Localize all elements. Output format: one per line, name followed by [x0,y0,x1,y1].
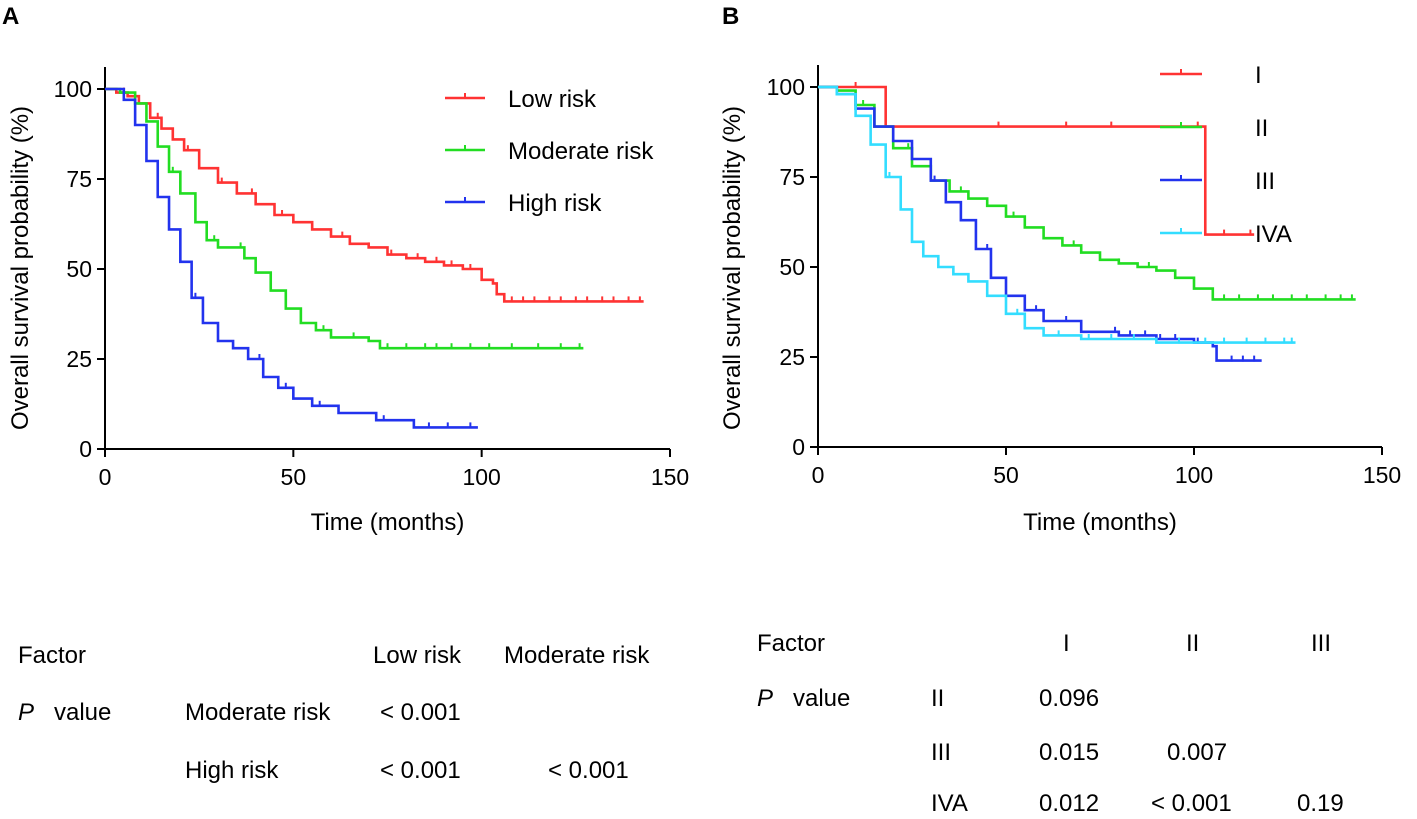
y-tick-label: 0 [792,434,805,460]
y-tick-label: 75 [779,164,805,190]
table-b-factor-label: Factor [757,630,825,657]
table-b-cell: 0.007 [1167,739,1227,766]
y-tick-label: 50 [779,254,805,280]
y-tick-label: 50 [66,256,92,282]
x-axis-title: Time (months) [311,509,465,536]
table-b-cell: 0.19 [1297,790,1344,817]
x-tick-label: 50 [993,462,1019,488]
survival-curve-ii [818,85,1356,301]
y-tick-label: 25 [66,346,92,372]
y-axis-title: Overall survival probability (%) [719,106,746,430]
y-tick-label: 0 [79,436,92,462]
y-tick-label: 25 [779,344,805,370]
chart-b-axes: 0 50 100 150 0 25 50 75 100 Time (months) Overall … [719,65,1401,536]
x-tick-label: 100 [462,464,500,490]
table-b-col-header: III [1311,630,1331,657]
survival-chart-a: 0 50 100 150 0 25 50 75 100 Time (months) Overall … [7,67,689,536]
chart-b-series [818,82,1356,362]
x-axis-title: Time (months) [1023,509,1177,536]
legend-label: Low risk [508,86,597,113]
table-b-p-italic: P [757,685,773,712]
y-tick-label: 100 [767,74,805,100]
legend-label: IVA [1255,221,1292,248]
x-tick-label: 50 [281,464,307,490]
table-b-cell: 0.015 [1039,739,1099,766]
table-a-col-header: Moderate risk [504,642,650,669]
panel-label-a: A [2,3,19,30]
table-b-cell: < 0.001 [1151,790,1232,817]
table-b-row-label: III [931,739,951,766]
x-tick-label: 150 [1363,462,1401,488]
table-a-row-label: High risk [185,757,279,784]
x-tick-label: 0 [812,462,825,488]
x-tick-label: 150 [651,464,689,490]
survival-curve-low-risk [105,87,644,303]
table-a-row-label: Moderate risk [185,699,331,726]
table-a-col-header: Low risk [373,642,462,669]
table-a-p-rest: value [54,699,111,726]
table-b-row-label: IVA [931,790,968,817]
table-b-cell: 0.096 [1039,685,1099,712]
y-tick-label: 75 [66,166,92,192]
table-b-col-header: I [1063,630,1070,657]
survival-chart-b: 0 50 100 150 0 25 50 75 100 Time (months) Overall … [719,62,1401,536]
table-b-row-label: II [931,685,944,712]
panel-label-b: B [722,3,739,30]
p-value-table-a: Factor Low risk Moderate risk P value Mo… [18,642,650,784]
survival-curve-iva [818,85,1296,344]
legend-label: High risk [508,190,602,217]
table-a-cell: < 0.001 [548,757,629,784]
table-b-col-header: II [1186,630,1199,657]
table-b-cell: 0.012 [1039,790,1099,817]
chart-a-series [105,87,644,429]
p-value-table-b: Factor I II III P value II 0.096 III 0.0… [757,630,1344,817]
y-tick-label: 100 [54,76,92,102]
table-b-p-rest: value [793,685,850,712]
survival-curve-i [818,85,1255,236]
legend-label: III [1255,168,1275,195]
table-a-cell: < 0.001 [380,699,461,726]
y-axis-title: Overall survival probability (%) [7,106,34,430]
x-tick-label: 100 [1175,462,1213,488]
table-a-cell: < 0.001 [380,757,461,784]
survival-curve-high-risk [105,87,478,429]
legend-label: Moderate risk [508,138,654,165]
chart-a-legend: Low risk Moderate risk High risk [445,86,654,217]
x-tick-label: 0 [99,464,112,490]
legend-label: I [1255,62,1262,89]
table-a-p-italic: P [18,699,34,726]
chart-a-axes: 0 50 100 150 0 25 50 75 100 Time (months) Overall … [7,67,689,536]
legend-label: II [1255,115,1268,142]
survival-curve-moderate-risk [105,87,584,350]
table-a-factor-label: Factor [18,642,86,669]
